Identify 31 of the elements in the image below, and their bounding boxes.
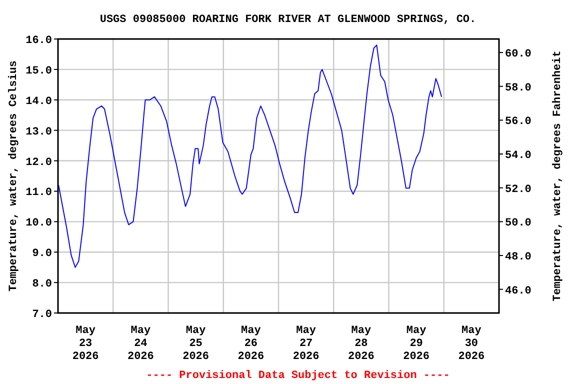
y-tick-label: 9.0: [32, 248, 52, 260]
y2-tick-label: 48.0: [505, 251, 532, 264]
x-tick-label: May 30 2026: [458, 325, 485, 363]
line-series: [58, 44, 442, 268]
y2-tick-label: 56.0: [505, 116, 532, 128]
x-tick-label: May 26 2026: [238, 325, 264, 363]
y2-tick-label: 60.0: [505, 48, 532, 61]
y2-tick-label: 52.0: [505, 184, 532, 196]
x-tick-label: May 23 2026: [72, 325, 99, 363]
y2-tick-label: 50.0: [505, 218, 532, 230]
y-tick-label: 13.0: [26, 126, 52, 138]
y-tick-label: 14.0: [26, 96, 52, 108]
y-tick-label: 11.0: [26, 187, 52, 200]
y2-tick-label: 54.0: [505, 150, 532, 162]
x-tick-label: May 29 2026: [403, 325, 430, 363]
x-tick-label: May 28 2026: [348, 325, 374, 363]
text: ---- Provisional Data Subject to Revision ----: [146, 370, 450, 382]
chart-title: USGS 09085000 ROARING FORK RIVER AT GLENWOOD SPRINGS, CO.: [100, 14, 476, 26]
y-axis-title: Temperature, water, degrees Celsius: [8, 60, 20, 292]
y2-tick-label: 46.0: [505, 285, 532, 298]
y-tick-label: 12.0: [26, 156, 52, 169]
y-tick-label: 10.0: [26, 218, 52, 230]
x-tick-label: May 25 2026: [182, 325, 210, 363]
y-tick-label: 8.0: [32, 278, 52, 291]
y2-tick-label: 58.0: [505, 82, 532, 94]
x-tick-label: May 24 2026: [127, 325, 154, 363]
x-tick-label: May 27 2026: [292, 325, 320, 363]
y2-axis-title: Temperature, water, degrees Fahrenheit: [552, 50, 564, 302]
y-tick-label: 15.0: [26, 65, 52, 78]
y-tick-label: 16.0: [26, 35, 52, 47]
y-tick-label: 7.0: [32, 309, 52, 321]
